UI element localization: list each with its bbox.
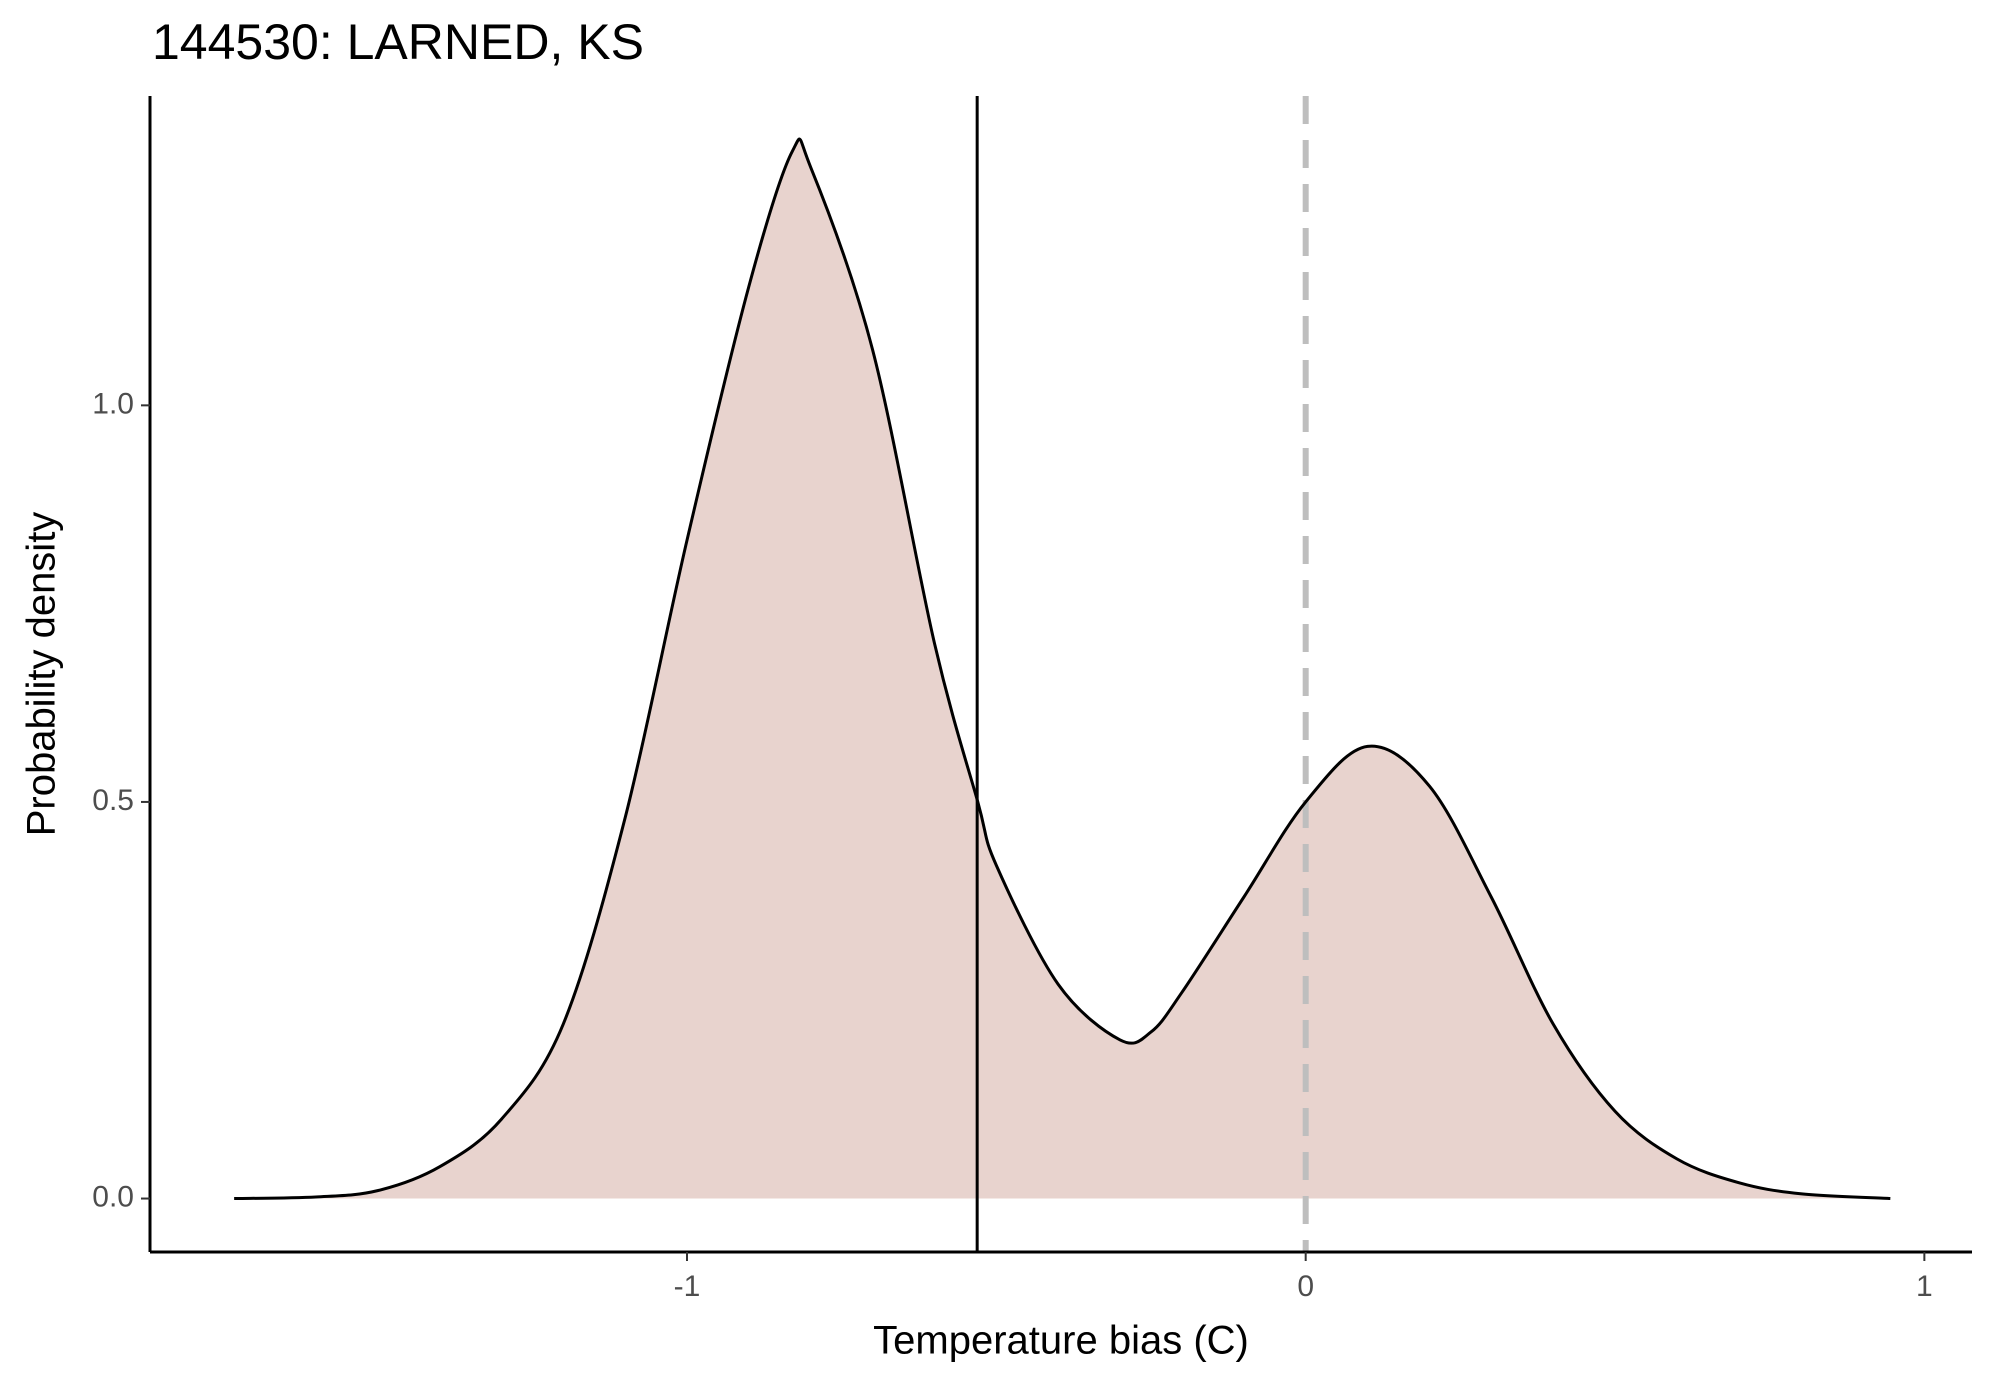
density-line	[234, 137, 1891, 1201]
y-tick-label: 0.5	[92, 784, 134, 817]
x-axis-title: Temperature bias (C)	[873, 1319, 1249, 1363]
x-tick-label: 0	[1297, 1270, 1314, 1303]
y-axis-title: Probability density	[20, 512, 64, 837]
density-area	[234, 139, 1891, 1199]
y-tick-label: 1.0	[92, 387, 134, 420]
x-tick-label: -1	[674, 1270, 701, 1303]
x-tick-label: 1	[1916, 1270, 1933, 1303]
chart-title: 144530: LARNED, KS	[152, 14, 644, 70]
y-tick-label: 0.0	[92, 1180, 134, 1213]
